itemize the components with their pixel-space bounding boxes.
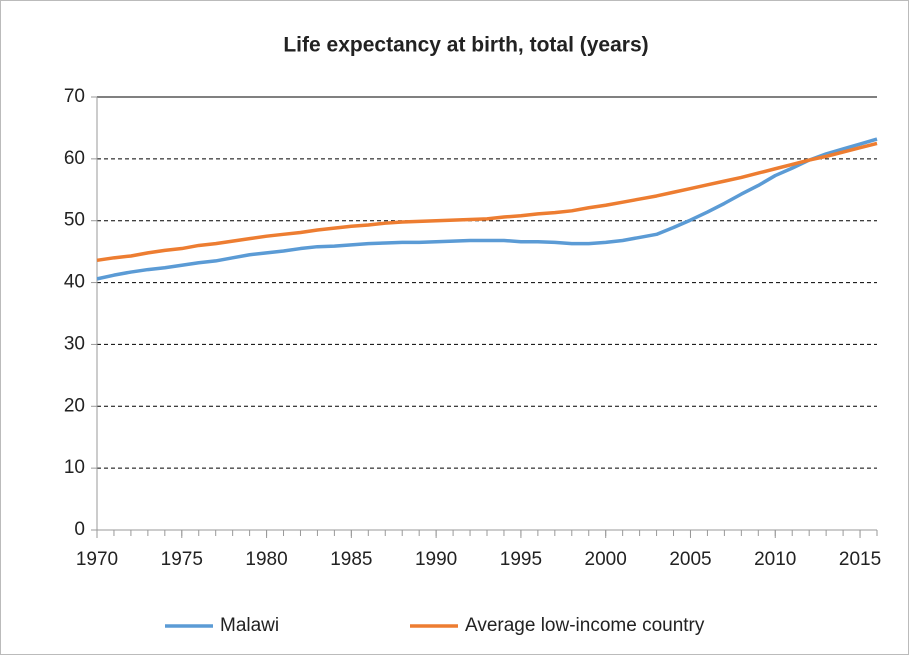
x-tick-label: 2015	[839, 549, 881, 570]
x-tick-label: 2005	[669, 549, 711, 570]
x-tick-label: 1975	[161, 549, 203, 570]
series-line	[96, 137, 878, 281]
legend-label: Average low-income country	[465, 615, 705, 636]
x-tick-label: 1980	[245, 549, 287, 570]
y-tick-label: 30	[64, 333, 85, 354]
x-tick-label: 2000	[585, 549, 627, 570]
x-tick-label: 1970	[76, 549, 118, 570]
series-line	[96, 141, 878, 263]
x-tick-label: 1985	[330, 549, 372, 570]
chart-title: Life expectancy at birth, total (years)	[283, 34, 648, 57]
x-tick-label: 1995	[500, 549, 542, 570]
y-tick-label: 10	[64, 457, 85, 478]
y-tick-label: 60	[64, 148, 85, 169]
y-tick-label: 50	[64, 210, 85, 231]
y-tick-label: 40	[64, 272, 85, 293]
legend-label: Malawi	[220, 615, 279, 636]
y-tick-label: 0	[74, 519, 85, 540]
x-tick-label: 1990	[415, 549, 457, 570]
y-tick-label: 20	[64, 395, 85, 416]
x-tick-label: 2010	[754, 549, 796, 570]
y-tick-label: 70	[64, 86, 85, 107]
